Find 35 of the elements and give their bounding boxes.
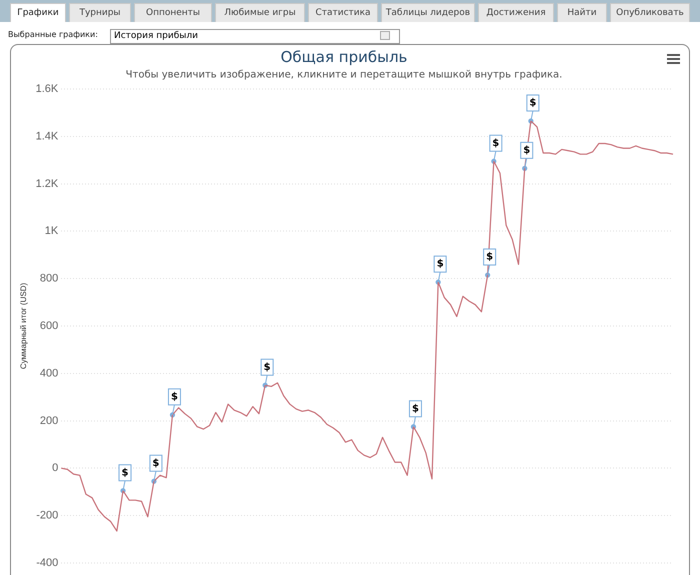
y-tick-label: 1.4K bbox=[36, 130, 59, 142]
y-tick-label: 1.2K bbox=[36, 178, 59, 190]
text: Графики bbox=[10, 3, 66, 22]
data-label: $ bbox=[122, 467, 129, 478]
text: Любимые игры bbox=[215, 3, 305, 22]
y-tick-label: 1.6K bbox=[36, 83, 59, 96]
text: Таблицы лидеров bbox=[381, 3, 475, 22]
chart-title: Общая прибыль bbox=[280, 48, 408, 66]
y-tick-label: 400 bbox=[40, 367, 58, 380]
text: Опубликовать bbox=[610, 3, 690, 22]
data-label: $ bbox=[486, 252, 494, 263]
text: Выбранные графики: bbox=[8, 30, 98, 39]
data-label: $ bbox=[529, 98, 536, 109]
y-tick-label: -200 bbox=[36, 510, 58, 522]
y-tick-label: 600 bbox=[40, 320, 58, 332]
text: История прибыли bbox=[110, 29, 400, 44]
y-tick-label: -400 bbox=[36, 557, 58, 570]
y-axis-title: Суммарный итог (USD) bbox=[19, 282, 28, 370]
data-label: $ bbox=[492, 138, 500, 149]
text: Статистика bbox=[308, 3, 378, 22]
data-label: $ bbox=[412, 403, 419, 414]
text: Оппоненты bbox=[134, 3, 212, 22]
y-tick-label: 0 bbox=[52, 462, 58, 474]
y-tick-label: 1K bbox=[44, 225, 59, 238]
data-label: $ bbox=[152, 458, 160, 469]
text: Найти bbox=[557, 3, 607, 22]
text: Достижения bbox=[478, 3, 554, 22]
data-label: $ bbox=[523, 144, 530, 156]
y-tick-label: 800 bbox=[40, 272, 58, 285]
chart-subtitle: Чтобы увеличить изображение, кликните и перетащите мышкой внутрь графика. bbox=[126, 70, 562, 81]
data-label: $ bbox=[436, 258, 444, 270]
data-label: $ bbox=[264, 362, 271, 373]
y-tick-label: 200 bbox=[40, 414, 58, 427]
text: Турниры bbox=[69, 3, 131, 22]
data-label: $ bbox=[170, 391, 178, 402]
